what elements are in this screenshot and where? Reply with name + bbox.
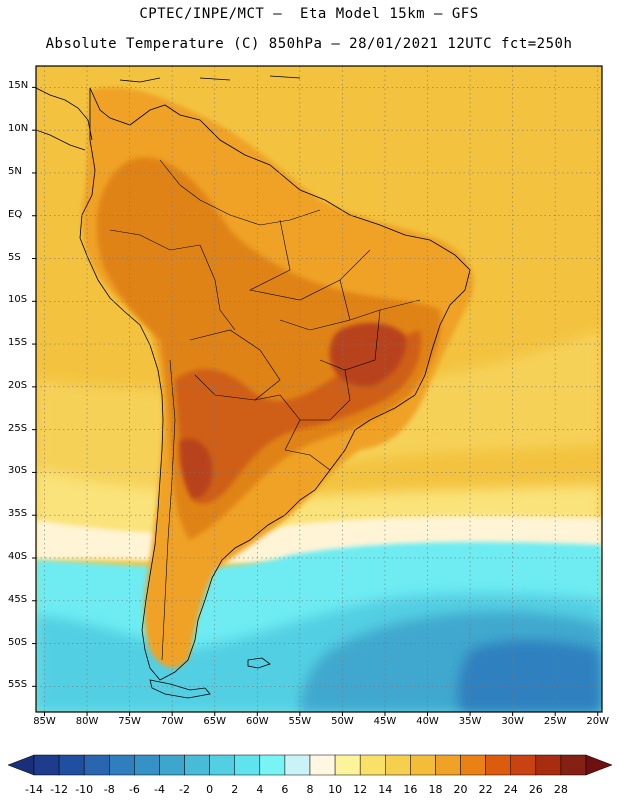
lon-label: 75W [118, 716, 141, 727]
colorbar-swatch [159, 754, 185, 776]
lon-label: 30W [501, 716, 524, 727]
colorbar-swatch [259, 754, 286, 776]
lon-label: 20W [586, 716, 610, 727]
lat-label: 15N [8, 80, 29, 92]
colorbar-label: 8 [306, 783, 314, 796]
colorbar-swatch [58, 754, 85, 776]
lon-label: 80W [75, 716, 99, 727]
colorbar-label: -4 [153, 783, 165, 796]
tierra-del-fuego [149, 679, 211, 699]
colorbar-label: 22 [478, 783, 493, 796]
lat-label: 30S [8, 465, 28, 477]
colorbar-swatch [234, 754, 261, 776]
lon-label: 65W [203, 716, 227, 727]
lon-label: 50W [331, 716, 354, 727]
lat-label: 10N [8, 123, 29, 135]
lat-label: 25S [8, 422, 28, 434]
falkland-islands [247, 657, 271, 669]
continent-hottest-core [179, 438, 213, 499]
ocean-deep-cold-patch [458, 640, 602, 712]
colorbar-label: 24 [503, 783, 518, 796]
colorbar-label: -6 [128, 783, 140, 796]
lat-label: 40S [8, 550, 28, 562]
colorbar-swatch [309, 754, 336, 776]
lon-label: 60W [245, 716, 269, 727]
lat-label: 50S [8, 636, 28, 648]
lon-label: 35W [458, 716, 482, 727]
lat-label: 5N [8, 165, 22, 177]
colorbar-label: 28 [553, 783, 568, 796]
lat-label: 55S [8, 679, 28, 691]
border-peru-brazil [199, 244, 236, 331]
temperature-field [36, 66, 602, 712]
colorbar-label: 4 [256, 783, 264, 796]
colorbar-swatch [460, 754, 486, 776]
border-paraguay [254, 394, 301, 451]
colorbar-label: 2 [231, 783, 239, 796]
border-venezuela-brazil [229, 209, 321, 226]
colorbar-swatch [410, 754, 436, 776]
colorbar-label: 10 [328, 783, 343, 796]
lat-label: 45S [8, 593, 28, 605]
colorbar-high-arrow [585, 754, 613, 776]
lat-label: EQ [8, 208, 23, 220]
colorbar-swatch [209, 754, 235, 776]
colorbar-label: 20 [453, 783, 468, 796]
colorbar-swatch [435, 754, 461, 776]
colorbar-swatch [284, 754, 311, 776]
colorbar-swatch [184, 754, 210, 776]
central-america-coastline [36, 87, 93, 151]
colorbar-label: -12 [50, 783, 69, 796]
lat-label: 10S [8, 294, 28, 306]
border-uruguay [284, 449, 331, 471]
lon-label: 70W [160, 716, 184, 727]
colorbar-swatch [510, 754, 537, 776]
colorbar-swatch [134, 754, 160, 776]
lat-label: 35S [8, 508, 28, 520]
coastlines [36, 75, 471, 699]
colorbar-low-arrow [7, 754, 35, 776]
lon-label: 40W [416, 716, 439, 727]
colorbar-label: 16 [403, 783, 418, 796]
lon-label: 85W [33, 716, 56, 727]
border-colombia-venezuela [159, 159, 231, 216]
map-title-line1: CPTEC/INPE/MCT – Eta Model 15km – GFS [139, 6, 479, 22]
south-america-coastline [79, 87, 471, 681]
colorbar-swatch [334, 754, 361, 776]
lon-label: 55W [288, 716, 312, 727]
border-colombia-peru [109, 229, 201, 251]
lon-label: 45W [373, 716, 397, 727]
color-scale-bar [7, 754, 613, 776]
colorbar-label: -8 [103, 783, 115, 796]
border-argentina-chile [161, 359, 176, 661]
lat-label: 20S [8, 379, 28, 391]
colorbar-label: 18 [428, 783, 443, 796]
lat-label: 15S [8, 337, 28, 349]
colorbar-label: 14 [378, 783, 393, 796]
colorbar-label: -14 [25, 783, 43, 796]
colorbar-swatch [109, 754, 135, 776]
colorbar-label: 26 [528, 783, 543, 796]
axis-ticks [32, 86, 599, 716]
colorbar-label: -10 [75, 783, 94, 796]
colorbar-label: 0 [206, 783, 214, 796]
colorbar-swatch [33, 754, 60, 776]
colorbar-swatch [83, 754, 110, 776]
map-title-line2: Absolute Temperature (C) 850hPa – 28/01/… [45, 36, 573, 52]
colorbar-swatch [535, 754, 562, 776]
colorbar-swatch [359, 754, 386, 776]
colorbar-label: 6 [281, 783, 289, 796]
colorbar-swatch [485, 754, 511, 776]
caribbean-islands [119, 75, 301, 83]
colorbar-swatch [385, 754, 411, 776]
lat-label: 5S [8, 251, 21, 263]
colorbar-label: -2 [179, 783, 191, 796]
map-frame [35, 65, 603, 713]
brazil-hottest-core [329, 323, 406, 387]
lon-label: 25W [543, 716, 567, 727]
colorbar-label: 12 [353, 783, 368, 796]
brazil-states [249, 219, 421, 421]
colorbar-swatch [560, 754, 587, 776]
